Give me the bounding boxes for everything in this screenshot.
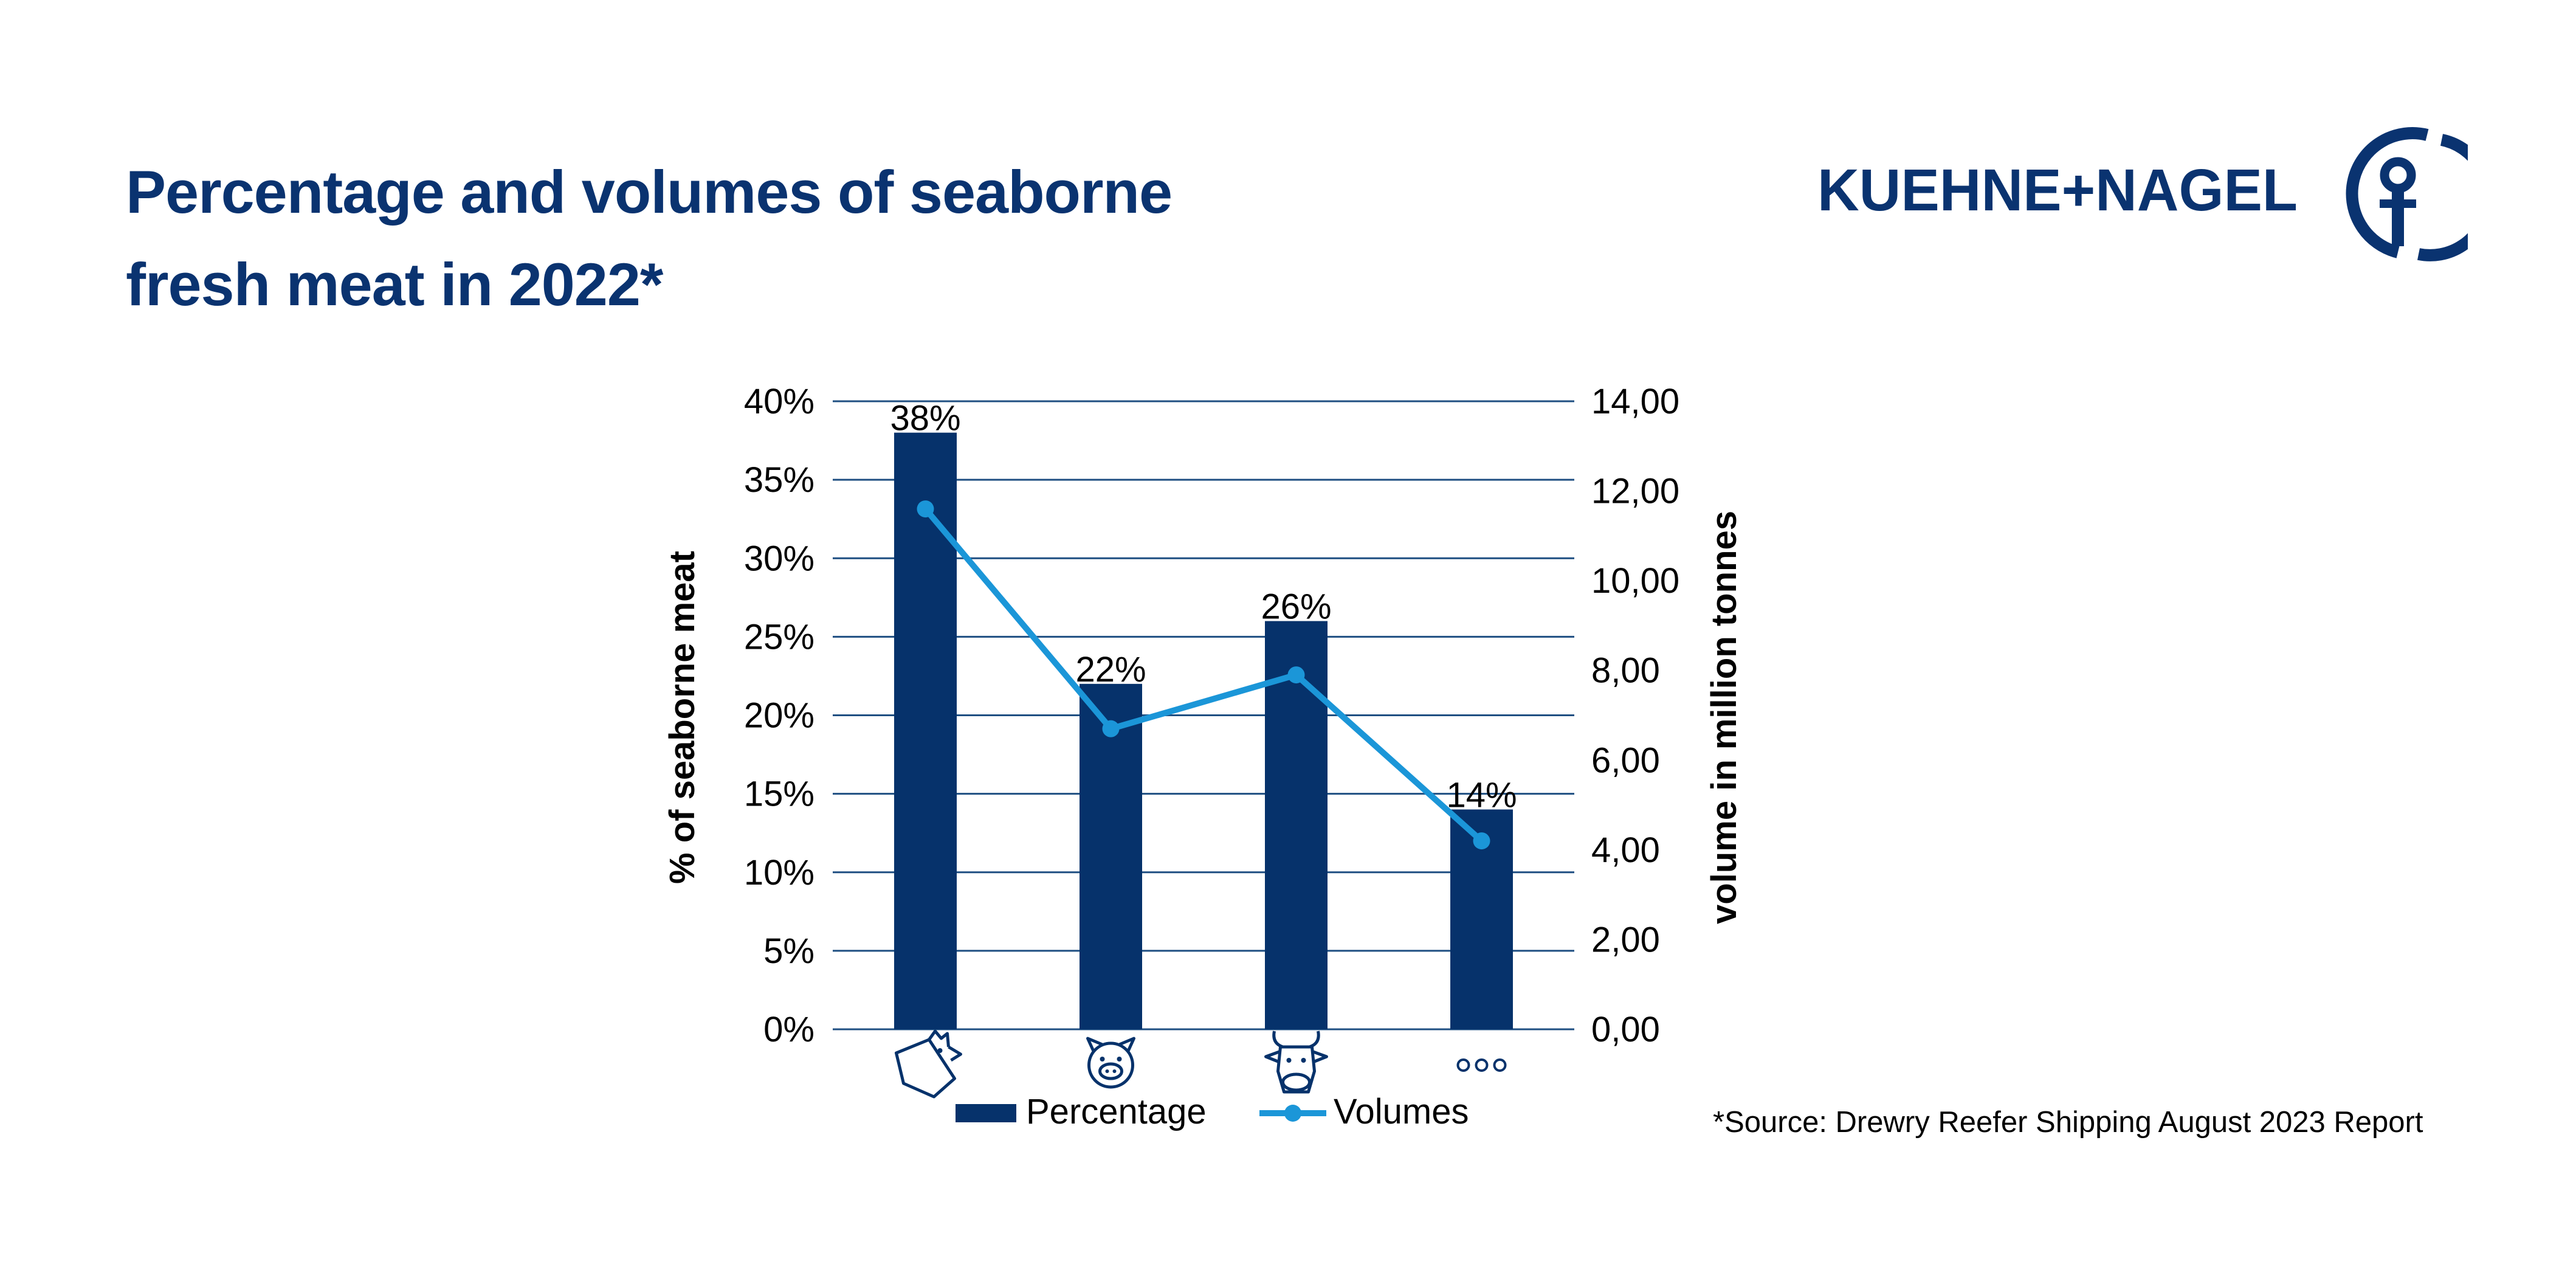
y2-tick-label: 14,00	[1591, 382, 1679, 421]
legend-swatch-percentage	[956, 1104, 1016, 1122]
y-tick-label: 5%	[763, 931, 814, 971]
chicken-icon-beak	[948, 1045, 962, 1062]
volumes-point	[917, 500, 934, 518]
cow-icon	[1264, 1031, 1328, 1094]
y-tick-label: 15%	[744, 775, 814, 814]
y-tick-label: 20%	[744, 696, 814, 736]
more-icon-dot	[1493, 1058, 1507, 1072]
source-note: *Source: Drewry Reefer Shipping August 2…	[1713, 1106, 2423, 1139]
anchor-ring-icon	[2346, 127, 2468, 261]
y-tick-label: 10%	[744, 853, 814, 892]
chart-title-line-1: Percentage and volumes of seaborne	[126, 158, 1173, 226]
data-label: 26%	[1261, 587, 1331, 627]
legend: Percentage Volumes	[956, 1092, 1469, 1131]
cow-icon-muzzle	[1281, 1072, 1311, 1092]
pig-icon-head	[1087, 1041, 1134, 1089]
bar	[1080, 683, 1142, 1029]
bar	[894, 432, 957, 1029]
y-axis-title: % of seaborne meat	[663, 551, 702, 884]
pig-icon-eye	[1100, 1057, 1105, 1062]
pig-icon-nostril	[1112, 1069, 1117, 1073]
cow-icon-eye	[1286, 1058, 1292, 1063]
chicken-icon-comb	[928, 1029, 950, 1048]
chicken-icon-eye	[937, 1048, 943, 1053]
volumes-point	[1287, 666, 1305, 684]
legend-label-volumes: Volumes	[1334, 1092, 1469, 1131]
y-tick-label: 30%	[744, 539, 814, 578]
line-layer	[917, 500, 1490, 850]
brand-logo-text: KUEHNE+NAGEL	[1817, 157, 2298, 223]
cow-icon-eye	[1301, 1058, 1306, 1063]
volumes-point	[1473, 832, 1490, 850]
axis-layer: 0% 5% 10% 15% 20% 25% 30% 35% 40% 0,00 2,00 4,00 6,0…	[663, 382, 1744, 1049]
chicken-icon	[895, 1029, 962, 1099]
y2-tick-label: 8,00	[1591, 651, 1660, 691]
pig-icon	[1086, 1037, 1135, 1089]
chart-title-line-2: fresh meat in 2022*	[126, 250, 663, 318]
y-tick-label: 40%	[744, 382, 814, 421]
data-label: 14%	[1446, 775, 1517, 815]
cow-icon-ear-left	[1264, 1050, 1280, 1063]
y-tick-label: 0%	[763, 1010, 814, 1049]
y2-axis-title: volume in million tonnes	[1704, 511, 1744, 924]
y2-tick-label: 0,00	[1591, 1010, 1660, 1049]
cow-icon-horn-left	[1272, 1031, 1284, 1049]
pig-icon-nostril	[1105, 1069, 1109, 1073]
y2-tick-label: 4,00	[1591, 830, 1660, 870]
y2-tick-label: 2,00	[1591, 920, 1660, 959]
brand-logo: KUEHNE+NAGEL	[1817, 127, 2468, 261]
more-icon	[1456, 1058, 1507, 1072]
chart-title: Percentage and volumes of seaborne fresh…	[126, 146, 1402, 331]
y2-tick-label: 6,00	[1591, 741, 1660, 780]
pig-icon-snout	[1098, 1062, 1123, 1080]
y-tick-label: 25%	[744, 617, 814, 657]
label-layer: 38% 22% 26% 14%	[890, 399, 1517, 815]
pig-icon-ear-left	[1086, 1037, 1103, 1053]
chicken-icon-body	[895, 1038, 956, 1099]
cow-icon-horn-right	[1309, 1031, 1320, 1049]
legend-swatch-volumes-point	[1284, 1105, 1301, 1122]
bar-layer	[894, 432, 1513, 1029]
volumes-point	[1102, 720, 1120, 737]
pig-icon-ear-right	[1118, 1037, 1135, 1053]
y-tick-label: 35%	[744, 460, 814, 500]
category-icons	[895, 1029, 1507, 1099]
more-icon-dot	[1475, 1058, 1489, 1072]
bar	[1265, 621, 1328, 1029]
pig-icon-eye	[1117, 1057, 1122, 1062]
cow-icon-ear-right	[1312, 1050, 1328, 1063]
legend-label-percentage: Percentage	[1026, 1092, 1207, 1131]
data-label: 22%	[1075, 650, 1146, 689]
more-icon-dot	[1456, 1058, 1470, 1072]
y2-tick-label: 10,00	[1591, 561, 1679, 601]
volumes-line	[923, 506, 1484, 843]
y2-tick-label: 12,00	[1591, 472, 1679, 511]
data-label: 38%	[890, 399, 960, 438]
